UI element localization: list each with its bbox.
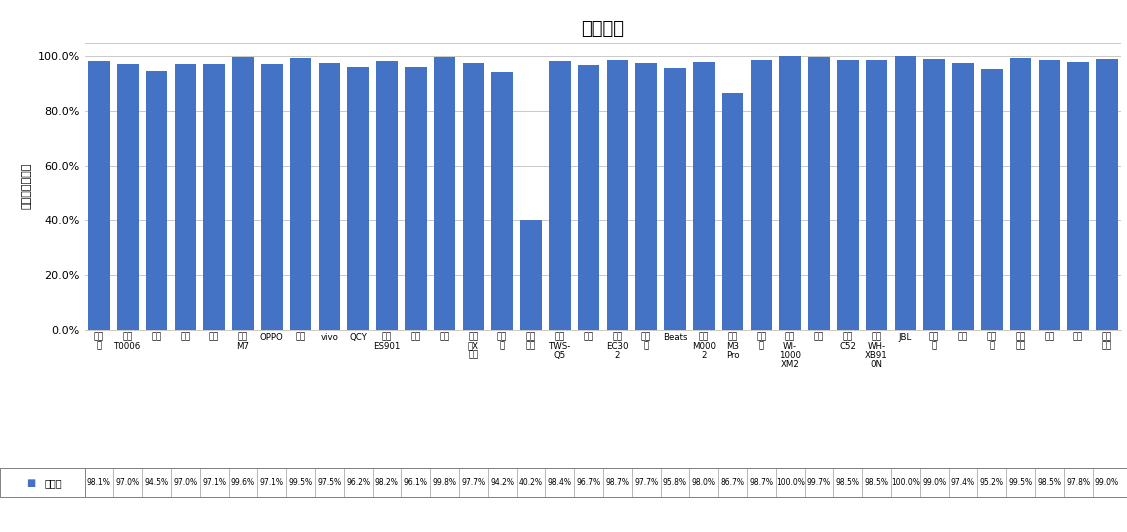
Bar bbox=[434, 57, 455, 330]
Text: 96.7%: 96.7% bbox=[577, 478, 601, 487]
Bar bbox=[664, 68, 685, 330]
Bar bbox=[1067, 62, 1089, 330]
Text: 98.2%: 98.2% bbox=[375, 478, 399, 487]
Text: 99.5%: 99.5% bbox=[289, 478, 312, 487]
Bar bbox=[808, 57, 829, 330]
Text: 99.6%: 99.6% bbox=[231, 478, 255, 487]
Text: 97.0%: 97.0% bbox=[174, 478, 197, 487]
Text: ■: ■ bbox=[26, 478, 36, 488]
Bar bbox=[693, 62, 715, 330]
Bar bbox=[491, 72, 513, 330]
Y-axis label: 主观测试正确率: 主观测试正确率 bbox=[21, 163, 32, 210]
Text: 97.1%: 97.1% bbox=[202, 478, 227, 487]
Title: 通话降噪: 通话降噪 bbox=[582, 20, 624, 38]
Bar bbox=[261, 64, 283, 330]
Bar bbox=[290, 57, 311, 330]
Text: 86.7%: 86.7% bbox=[720, 478, 745, 487]
Text: 95.8%: 95.8% bbox=[663, 478, 687, 487]
Text: 96.2%: 96.2% bbox=[346, 478, 370, 487]
Bar bbox=[117, 64, 139, 330]
Bar bbox=[319, 63, 340, 330]
Bar bbox=[636, 63, 657, 330]
Text: 96.1%: 96.1% bbox=[403, 478, 428, 487]
Text: 40.2%: 40.2% bbox=[518, 478, 543, 487]
Text: 98.7%: 98.7% bbox=[605, 478, 629, 487]
Bar bbox=[1097, 59, 1118, 330]
Text: 98.1%: 98.1% bbox=[87, 478, 110, 487]
Bar bbox=[837, 60, 859, 330]
Bar bbox=[606, 60, 628, 330]
Text: 99.8%: 99.8% bbox=[433, 478, 456, 487]
Text: 100.0%: 100.0% bbox=[891, 478, 920, 487]
Bar bbox=[1039, 60, 1061, 330]
Bar bbox=[751, 60, 772, 330]
Bar bbox=[780, 56, 801, 330]
Text: 97.7%: 97.7% bbox=[461, 478, 486, 487]
Bar bbox=[980, 69, 1003, 330]
Text: 99.7%: 99.7% bbox=[807, 478, 831, 487]
Text: 99.5%: 99.5% bbox=[1009, 478, 1032, 487]
Bar bbox=[895, 56, 916, 330]
Text: 97.0%: 97.0% bbox=[116, 478, 140, 487]
Text: 98.5%: 98.5% bbox=[836, 478, 860, 487]
Text: 100.0%: 100.0% bbox=[775, 478, 805, 487]
Text: 98.0%: 98.0% bbox=[692, 478, 716, 487]
Text: 98.5%: 98.5% bbox=[864, 478, 888, 487]
Text: 97.4%: 97.4% bbox=[951, 478, 975, 487]
Bar bbox=[405, 67, 426, 330]
Text: 94.2%: 94.2% bbox=[490, 478, 514, 487]
Bar bbox=[952, 63, 974, 330]
Bar bbox=[549, 61, 570, 330]
Bar bbox=[462, 63, 485, 330]
Text: 98.7%: 98.7% bbox=[749, 478, 773, 487]
Bar bbox=[232, 57, 254, 330]
Text: 98.5%: 98.5% bbox=[1037, 478, 1062, 487]
Bar bbox=[866, 60, 887, 330]
Bar bbox=[721, 93, 744, 330]
Text: 98.4%: 98.4% bbox=[548, 478, 571, 487]
Bar bbox=[347, 66, 369, 330]
Bar bbox=[1010, 57, 1031, 330]
Text: 97.1%: 97.1% bbox=[259, 478, 284, 487]
Bar bbox=[88, 61, 109, 330]
Bar bbox=[521, 220, 542, 330]
Text: 97.7%: 97.7% bbox=[635, 478, 658, 487]
Bar bbox=[376, 61, 398, 330]
Text: 99.0%: 99.0% bbox=[922, 478, 947, 487]
Text: 95.2%: 95.2% bbox=[979, 478, 1004, 487]
Bar bbox=[578, 65, 600, 330]
Text: 97.5%: 97.5% bbox=[318, 478, 341, 487]
Text: 正确率: 正确率 bbox=[45, 478, 62, 488]
Bar bbox=[145, 71, 167, 330]
Text: 97.8%: 97.8% bbox=[1066, 478, 1090, 487]
Bar bbox=[923, 59, 944, 330]
Text: 94.5%: 94.5% bbox=[144, 478, 169, 487]
Bar bbox=[175, 64, 196, 330]
Bar bbox=[203, 64, 225, 330]
Text: 99.0%: 99.0% bbox=[1095, 478, 1119, 487]
